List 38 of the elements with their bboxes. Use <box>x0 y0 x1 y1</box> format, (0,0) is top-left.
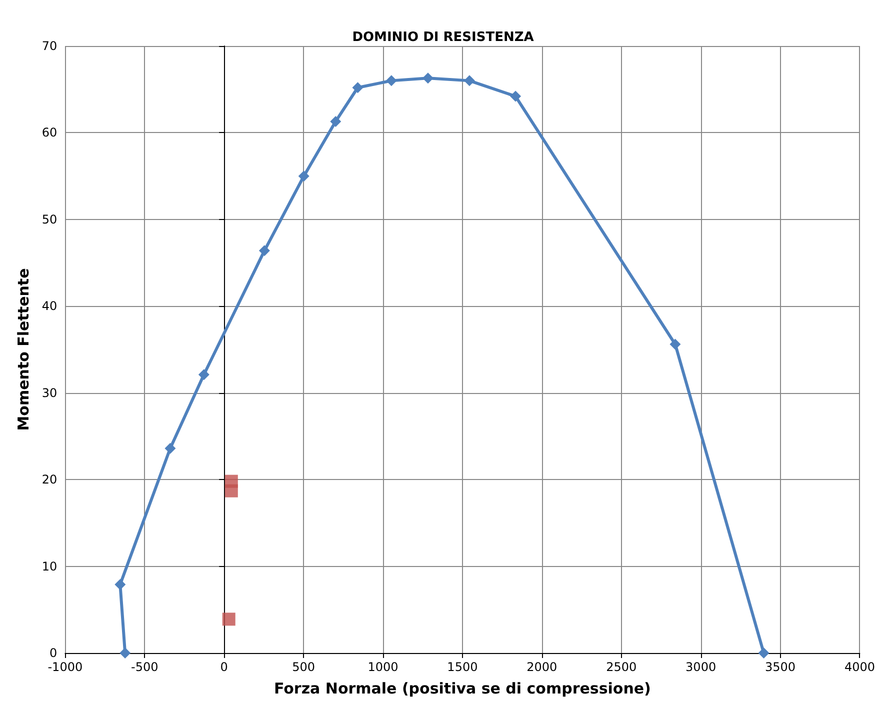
point <box>352 82 364 94</box>
x-tick-label: 1500 <box>447 660 478 674</box>
y-tick-label: 0 <box>50 646 58 660</box>
point <box>258 245 270 256</box>
x-tick-label: -500 <box>131 660 158 674</box>
y-tick-label: 40 <box>42 299 58 314</box>
point <box>510 90 522 102</box>
x-tick-label: 2500 <box>606 660 637 674</box>
point <box>164 442 176 454</box>
y-tick-label: 20 <box>42 472 58 487</box>
y-tick-label: 70 <box>42 39 58 53</box>
point <box>422 72 434 84</box>
point <box>222 612 236 626</box>
y-axis-title: Momento Flettente <box>14 268 32 431</box>
x-tick-label: -1000 <box>48 660 83 674</box>
point <box>386 75 397 86</box>
point <box>224 484 238 498</box>
point <box>758 648 770 658</box>
point <box>198 369 210 380</box>
x-tick-label: 1000 <box>368 660 398 674</box>
x-tick-label: 500 <box>292 660 315 674</box>
point <box>114 578 126 590</box>
x-tick-label: 4000 <box>844 660 876 674</box>
point <box>464 75 475 86</box>
point <box>670 338 681 350</box>
point <box>298 170 310 182</box>
point <box>120 648 131 658</box>
y-tick-label: 10 <box>42 559 58 574</box>
chart-title: DOMINIO DI RESISTENZA <box>352 30 534 45</box>
x-axis-title: Forza Normale (positiva se di compressione) <box>274 680 651 698</box>
point <box>330 116 342 127</box>
y-tick-label: 30 <box>42 386 58 400</box>
y-tick-label: 50 <box>42 212 58 226</box>
x-tick-label: 3500 <box>765 660 796 674</box>
x-tick-label: 2000 <box>526 660 558 674</box>
x-tick-label: 0 <box>220 660 228 674</box>
x-tick-label: 3000 <box>686 660 716 674</box>
y-tick-label: 60 <box>42 126 58 140</box>
